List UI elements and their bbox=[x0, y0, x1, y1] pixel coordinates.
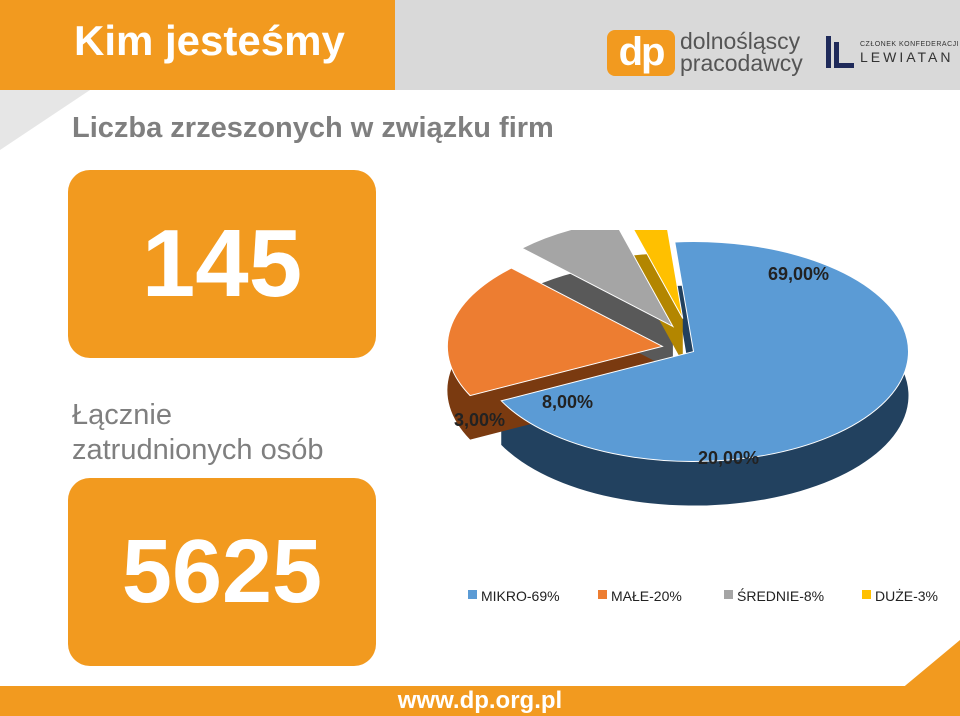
legend-swatch-3 bbox=[862, 590, 871, 599]
pie-chart: 69,00% 20,00% 8,00% 3,00% MIKRO-69% MAŁE-20% Ś… bbox=[446, 230, 938, 604]
legend-label-3: DUŻE-3% bbox=[875, 587, 938, 604]
lewiatan-logo-icon bbox=[826, 36, 854, 68]
pie-slice-2 bbox=[520, 230, 675, 328]
footer-bar bbox=[0, 686, 960, 716]
lewiatan-name: LEWIATAN bbox=[860, 49, 954, 65]
employees-label-line1: Łącznie bbox=[72, 399, 172, 431]
dp-logo-mark: dp bbox=[607, 30, 675, 76]
footer-corner-shape bbox=[900, 640, 960, 690]
employees-count-box: 5625 bbox=[68, 478, 376, 666]
employees-label-line2: zatrudnionych osób bbox=[72, 434, 324, 466]
legend-label-0: MIKRO-69% bbox=[481, 588, 560, 604]
dp-logo-line1: dolnośląscy bbox=[680, 28, 801, 54]
legend-swatch-0 bbox=[468, 590, 477, 599]
legend-swatch-1 bbox=[598, 590, 607, 599]
lewiatan-caption: CZŁONEK KONFEDERACJI bbox=[860, 41, 960, 48]
footer-url: www.dp.org.pl bbox=[397, 687, 563, 714]
firms-count: 145 bbox=[141, 210, 303, 317]
pie-slice-3 bbox=[633, 230, 684, 319]
employees-count: 5625 bbox=[121, 522, 323, 622]
firms-subtitle: Liczba zrzeszonych w związku firm bbox=[72, 112, 554, 144]
header-title-bar bbox=[0, 0, 395, 90]
legend-label-2: ŚREDNIE-8% bbox=[737, 587, 824, 604]
legend-label-1: MAŁE-20% bbox=[611, 588, 682, 604]
pie-data-label-3: 3,00% bbox=[454, 410, 505, 430]
pie-data-label-2: 8,00% bbox=[542, 392, 593, 412]
header-diagonal-shape bbox=[0, 90, 90, 150]
firms-count-box: 145 bbox=[68, 170, 376, 358]
employees-label: Łącznie zatrudnionych osób bbox=[72, 398, 402, 468]
pie-slice-1 bbox=[446, 267, 664, 397]
legend-swatch-2 bbox=[724, 590, 733, 599]
page-title: Kim jesteśmy bbox=[74, 17, 345, 64]
dp-logo-text: dolnośląscy pracodawcy bbox=[680, 28, 803, 76]
dp-logo-line2: pracodawcy bbox=[680, 50, 803, 76]
pie-data-label-0: 69,00% bbox=[768, 264, 829, 284]
pie-data-label-1: 20,00% bbox=[698, 448, 759, 468]
pie-slice-0 bbox=[500, 241, 909, 463]
